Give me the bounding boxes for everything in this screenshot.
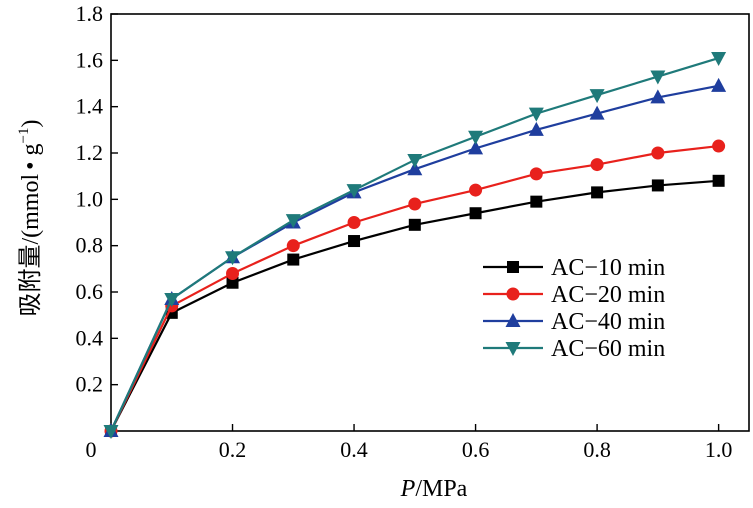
data-point xyxy=(226,266,240,280)
y-tick-label: 1.2 xyxy=(76,140,104,165)
x-axis-title: P/MPa xyxy=(400,476,468,502)
data-point xyxy=(408,218,421,231)
series-line xyxy=(110,56,719,432)
data-point xyxy=(712,174,725,187)
data-point xyxy=(286,239,300,253)
y-tick-label: 1.0 xyxy=(76,186,104,211)
y-tick-label: 0.2 xyxy=(76,372,104,397)
axis-ticks: 0 0.2 0.4 0.6 0.8 1.0 0.2 0.4 0.6 0.8 1.0 1.2 1.4 1.6… xyxy=(76,1,733,462)
data-point xyxy=(651,179,664,192)
legend-label: AC−10 min xyxy=(551,255,665,281)
legend-marker xyxy=(506,287,520,301)
data-point xyxy=(407,161,423,176)
data-point xyxy=(285,214,301,229)
data-point xyxy=(528,107,544,122)
data-point xyxy=(651,146,665,160)
data-point xyxy=(469,183,483,197)
x-tick-label: 0.2 xyxy=(219,437,247,462)
plot-border xyxy=(110,13,750,432)
data-point xyxy=(408,197,422,211)
x-tick-label: 0 xyxy=(86,437,97,462)
data-point xyxy=(407,153,423,168)
data-point xyxy=(590,158,604,172)
data-point xyxy=(287,253,300,266)
x-axis-title-unit: /MPa xyxy=(415,476,467,502)
data-point xyxy=(225,251,241,266)
data-point xyxy=(530,195,543,208)
x-tick-label: 0.6 xyxy=(462,437,490,462)
legend-label: AC−20 min xyxy=(551,282,665,308)
x-axis-title-variable: P xyxy=(400,476,416,502)
data-point xyxy=(468,130,484,145)
x-tick-label: 0.4 xyxy=(340,437,368,462)
y-axis-title-g: g xyxy=(18,143,44,161)
data-point xyxy=(346,184,362,199)
y-tick-label: 1.4 xyxy=(76,94,104,119)
legend-item: AC−20 min xyxy=(483,282,665,308)
data-point xyxy=(589,105,605,120)
data-point xyxy=(103,425,119,439)
legend-marker xyxy=(505,342,521,356)
y-axis-title: 吸附量/(mmol • g−1) xyxy=(16,119,44,316)
data-point xyxy=(591,186,604,199)
y-axis-title-superscript: −1 xyxy=(16,127,32,143)
x-tick-label: 1.0 xyxy=(705,437,733,462)
y-axis-title-close: ) xyxy=(18,119,44,127)
legend-marker xyxy=(507,261,519,273)
legend-label: AC−60 min xyxy=(551,336,665,362)
data-point xyxy=(711,77,727,92)
data-point xyxy=(347,216,361,229)
data-point xyxy=(348,235,361,248)
data-point xyxy=(712,139,726,153)
legend-item: AC−10 min xyxy=(483,255,665,281)
legend-label: AC−40 min xyxy=(551,309,665,335)
data-point xyxy=(529,167,543,181)
data-point xyxy=(650,70,666,85)
data-point xyxy=(468,140,484,155)
legend-item: AC−40 min xyxy=(483,309,665,335)
data-point xyxy=(589,89,605,104)
y-tick-label: 1.6 xyxy=(76,47,104,72)
series-layer xyxy=(103,52,727,439)
data-point xyxy=(650,89,666,104)
y-tick-label: 0.4 xyxy=(76,325,104,350)
data-point xyxy=(711,52,727,67)
series-4 xyxy=(103,52,727,439)
data-point xyxy=(528,121,544,136)
y-tick-label: 0.8 xyxy=(76,233,104,258)
y-tick-label: 0.6 xyxy=(76,279,104,304)
legend-item: AC−60 min xyxy=(483,336,665,362)
y-axis-title-dot: • xyxy=(18,161,44,169)
data-point xyxy=(164,292,180,307)
y-tick-label: 1.8 xyxy=(76,1,104,26)
x-tick-label: 0.8 xyxy=(583,437,611,462)
y-axis-title-main: 吸附量/(mmol xyxy=(17,174,44,317)
plot-frame xyxy=(110,13,750,432)
data-point xyxy=(469,207,482,220)
data-point xyxy=(226,276,239,289)
legend-marker xyxy=(505,313,521,327)
